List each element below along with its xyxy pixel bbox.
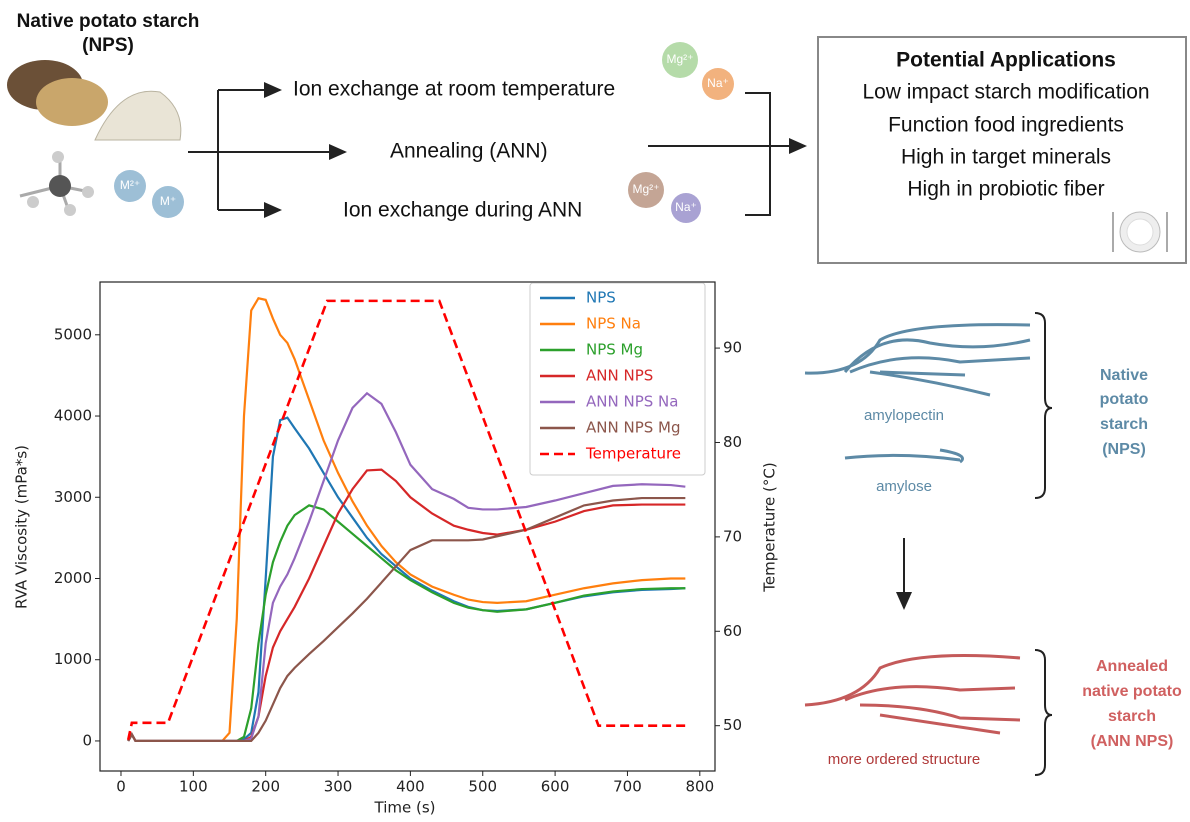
y-tick-label: 1000 [54,650,92,668]
amylopectin-illustration [804,323,1031,464]
y-tick-label: 3000 [54,488,92,506]
ion-label: Na⁺ [707,76,729,90]
legend-label: NPS Mg [586,341,643,359]
series-line [127,496,686,743]
source-abbr: (NPS) [82,35,134,56]
structure-name: starch [1100,416,1148,433]
route-label: Annealing (ANN) [390,140,548,163]
plot-frame [99,281,716,772]
y-tick-label: 0 [82,731,92,749]
structure-label: amylose [876,478,932,495]
structure-name: (ANN NPS) [1091,733,1174,750]
y2-tick-label: 50 [723,716,742,734]
route-label: Ion exchange during ANN [343,199,582,222]
x-tick-label: 0 [116,778,126,796]
annealed-illustration [804,654,1021,735]
brace [1034,649,1053,776]
y2-tick-label: 80 [723,433,742,451]
legend-label: NPS Na [586,315,641,333]
x-tick-label: 800 [685,778,714,796]
structure-name: (NPS) [1102,441,1146,458]
structure-name: Native [1100,367,1148,384]
route-label: Ion exchange at room temperature [293,78,615,101]
series-line [127,468,686,743]
ion-label: Mg²⁺ [633,182,660,196]
potato-illustration [7,60,182,141]
y2-tick-label: 70 [723,527,742,545]
x-tick-label: 700 [613,778,642,796]
y-tick-label: 2000 [54,569,92,587]
legend-label: Temperature [585,445,681,463]
structure-label: amylopectin [864,407,944,424]
series-line [127,297,686,743]
source-title: Native potato starch [17,11,200,32]
y-tick-label: 4000 [54,407,92,425]
x-tick-label: 300 [324,778,353,796]
series-line [127,504,686,743]
structure-name: potato [1100,391,1149,408]
ion-bubble [662,42,698,78]
ion-bubble [702,68,734,100]
y2-axis-label: Temperature (°C) [761,462,779,592]
flow-arrows [188,82,807,218]
y2-tick-label: 90 [723,339,742,357]
application-item: Low impact starch modification [862,81,1149,104]
x-tick-label: 400 [396,778,425,796]
x-tick-label: 100 [179,778,208,796]
series-line [126,299,686,741]
x-axis-label: Time (s) [374,799,436,817]
application-item: High in target minerals [901,146,1111,169]
structure-label: more ordered structure [828,751,981,768]
phosphate-molecule [19,151,94,216]
plate-icon [1112,211,1168,253]
y2-tick-label: 60 [723,622,742,640]
applications-title: Potential Applications [896,49,1116,72]
x-tick-label: 200 [251,778,280,796]
legend-label: ANN NPS Na [586,393,678,411]
ion-bubble [628,172,664,208]
ion-label: M²⁺ [120,178,140,192]
structure-name: starch [1108,708,1156,725]
y-tick-label: 5000 [54,325,92,343]
ion-label: Na⁺ [675,200,697,214]
structure-name: Annealed [1096,658,1168,675]
application-item: High in probiotic fiber [907,178,1104,201]
ion-bubble [152,186,184,218]
ion-bubble [114,170,146,202]
ion-label: M⁺ [160,194,176,208]
y-axis-label: RVA Viscosity (mPa*s) [13,445,31,609]
ion-label: Mg²⁺ [667,52,694,66]
chart: Time (s) RVA Viscosity (mPa*s) Temperatu… [13,281,779,817]
x-tick-label: 500 [468,778,497,796]
application-item: Function food ingredients [888,114,1124,137]
structure-name: native potato [1082,683,1182,700]
x-tick-label: 600 [541,778,570,796]
brace [1034,312,1053,499]
legend-label: ANN NPS [586,367,653,385]
legend-label: ANN NPS Mg [586,419,681,437]
ion-bubble [671,193,701,223]
legend-label: NPS [586,289,616,307]
